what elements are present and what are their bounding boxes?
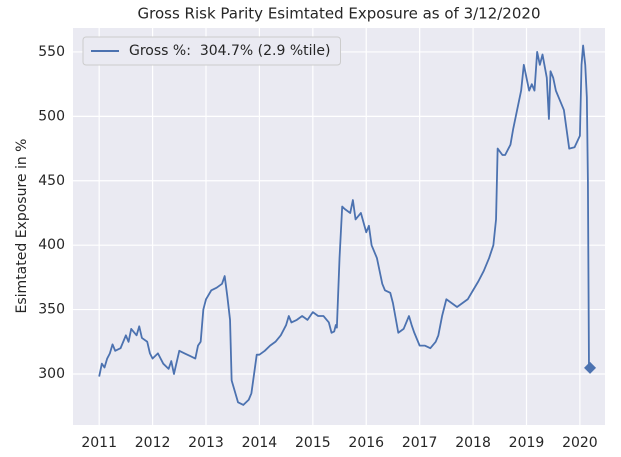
chart-title: Gross Risk Parity Esimtated Exposure as … (138, 5, 541, 23)
legend-box (82, 36, 341, 66)
y-tick-label: 500 (38, 108, 65, 124)
x-tick-label: 2019 (509, 435, 545, 451)
y-axis-label: Esimtated Exposure in % (14, 139, 30, 314)
x-tick-label: 2017 (402, 435, 438, 451)
y-tick-label: 350 (38, 302, 65, 318)
x-tick-label: 2015 (295, 435, 331, 451)
x-tick-label: 2011 (81, 435, 117, 451)
y-tick-label: 400 (38, 237, 65, 253)
x-tick-label: 2012 (135, 435, 171, 451)
y-tick-label: 550 (38, 44, 65, 60)
x-tick-label: 2020 (562, 435, 598, 451)
series-line (98, 44, 591, 406)
last-point-marker (584, 361, 597, 374)
x-tick-label: 2013 (188, 435, 224, 451)
x-tick-label: 2014 (242, 435, 278, 451)
x-tick-label: 2016 (348, 435, 384, 451)
legend-label: Gross %: 304.7% (2.9 %tile) (129, 43, 330, 59)
y-tick-label: 450 (38, 173, 65, 189)
y-tick-label: 300 (38, 366, 65, 382)
x-tick-label: 2018 (455, 435, 491, 451)
